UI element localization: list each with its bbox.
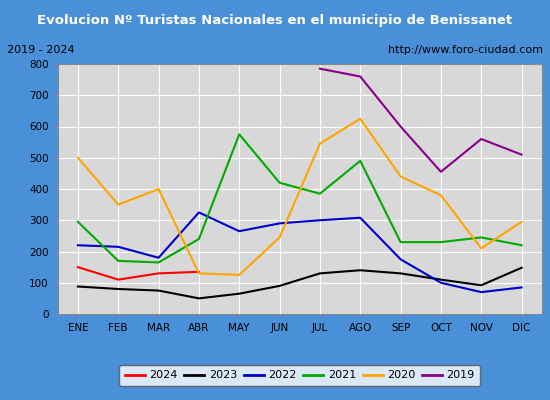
- Legend: 2024, 2023, 2022, 2021, 2020, 2019: 2024, 2023, 2022, 2021, 2020, 2019: [119, 365, 480, 386]
- Text: Evolucion Nº Turistas Nacionales en el municipio de Benissanet: Evolucion Nº Turistas Nacionales en el m…: [37, 14, 513, 27]
- Text: 2019 - 2024: 2019 - 2024: [7, 45, 75, 55]
- Text: http://www.foro-ciudad.com: http://www.foro-ciudad.com: [388, 45, 543, 55]
